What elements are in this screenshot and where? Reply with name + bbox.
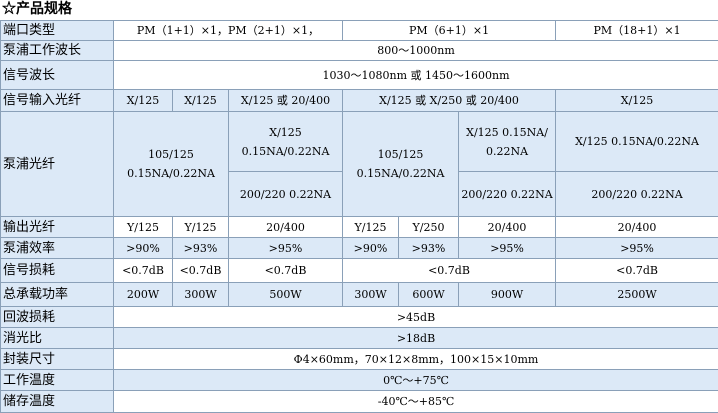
- cell: 600W: [398, 282, 460, 307]
- cell: >95%: [458, 237, 557, 259]
- cell: 20/400: [555, 216, 718, 238]
- cell: -40℃～+85℃: [112, 390, 718, 413]
- row-label: 总承载功率: [0, 282, 114, 307]
- cell: X/125: [113, 89, 173, 112]
- cell: X/125 0.15NA/0.22NA: [458, 111, 557, 172]
- row-label: 封装尺寸: [0, 348, 114, 370]
- cell: 200/220 0.22NA: [555, 171, 718, 217]
- cell: >95%: [227, 237, 344, 259]
- row-label: 泵浦工作波长: [0, 40, 114, 61]
- cell: 900W: [458, 282, 557, 307]
- cell: X/125 0.15NA/0.22NA: [555, 111, 718, 172]
- row-label: 泵浦光纤: [0, 111, 114, 217]
- row-label: 回波损耗: [0, 306, 114, 328]
- cell: Φ4×60mm，70×12×8mm，100×15×10mm: [112, 348, 718, 370]
- cell: 2500W: [555, 282, 718, 307]
- row-label: 工作温度: [0, 369, 114, 391]
- cell: >95%: [555, 237, 718, 259]
- cell: 300W: [172, 282, 229, 307]
- cell: Y/125: [172, 216, 229, 238]
- row-label: 储存温度: [0, 390, 114, 413]
- row-label: 消光比: [0, 327, 114, 349]
- row-label: 泵浦效率: [0, 237, 114, 259]
- title: ☆产品规格: [2, 1, 72, 17]
- cell: <0.7dB: [113, 258, 173, 283]
- cell: PM（18+1）×1: [555, 20, 718, 41]
- cell: 200/220 0.22NA: [458, 171, 557, 217]
- cell: X/125 0.15NA/0.22NA: [227, 111, 344, 172]
- cell: PM（6+1）×1: [342, 20, 557, 41]
- cell: 0℃～+75℃: [112, 369, 718, 391]
- cell: <0.7dB: [555, 258, 718, 283]
- cell: X/125: [555, 89, 718, 112]
- cell: 20/400: [227, 216, 344, 238]
- cell: 1030～1080nm 或 1450～1600nm: [112, 60, 718, 90]
- cell: 105/125 0.15NA/0.22NA: [342, 111, 460, 217]
- cell: 105/125 0.15NA/0.22NA: [113, 111, 229, 217]
- cell: PM（1+1）×1，PM（2+1）×1，: [112, 20, 344, 41]
- row-label: 信号损耗: [0, 258, 114, 283]
- cell: Y/250: [398, 216, 460, 238]
- cell: 200/220 0.22NA: [227, 171, 344, 217]
- row-label: 信号波长: [0, 60, 114, 90]
- cell: <0.7dB: [342, 258, 557, 283]
- cell: >45dB: [112, 306, 718, 328]
- cell: <0.7dB: [172, 258, 229, 283]
- cell: 800～1000nm: [112, 40, 718, 61]
- cell: 20/400: [458, 216, 557, 238]
- cell: >90%: [113, 237, 173, 259]
- spec-table: 端口类型 PM（1+1）×1，PM（2+1）×1， PM（6+1）×1 PM（18+1…: [0, 20, 718, 413]
- row-label: 端口类型: [0, 20, 114, 41]
- cell: >93%: [172, 237, 229, 259]
- row-label: 输出光纤: [0, 216, 114, 238]
- cell: X/125 或 X/250 或 20/400: [342, 89, 557, 112]
- cell: Y/125: [342, 216, 400, 238]
- cell: X/125 或 20/400: [227, 89, 344, 112]
- cell: 500W: [227, 282, 344, 307]
- cell: <0.7dB: [227, 258, 344, 283]
- row-label: 信号输入光纤: [0, 89, 114, 112]
- cell: >18dB: [112, 327, 718, 349]
- cell: >90%: [342, 237, 400, 259]
- cell: 300W: [342, 282, 400, 307]
- cell: >93%: [398, 237, 460, 259]
- cell: 200W: [113, 282, 173, 307]
- cell: Y/125: [113, 216, 173, 238]
- cell: X/125: [172, 89, 229, 112]
